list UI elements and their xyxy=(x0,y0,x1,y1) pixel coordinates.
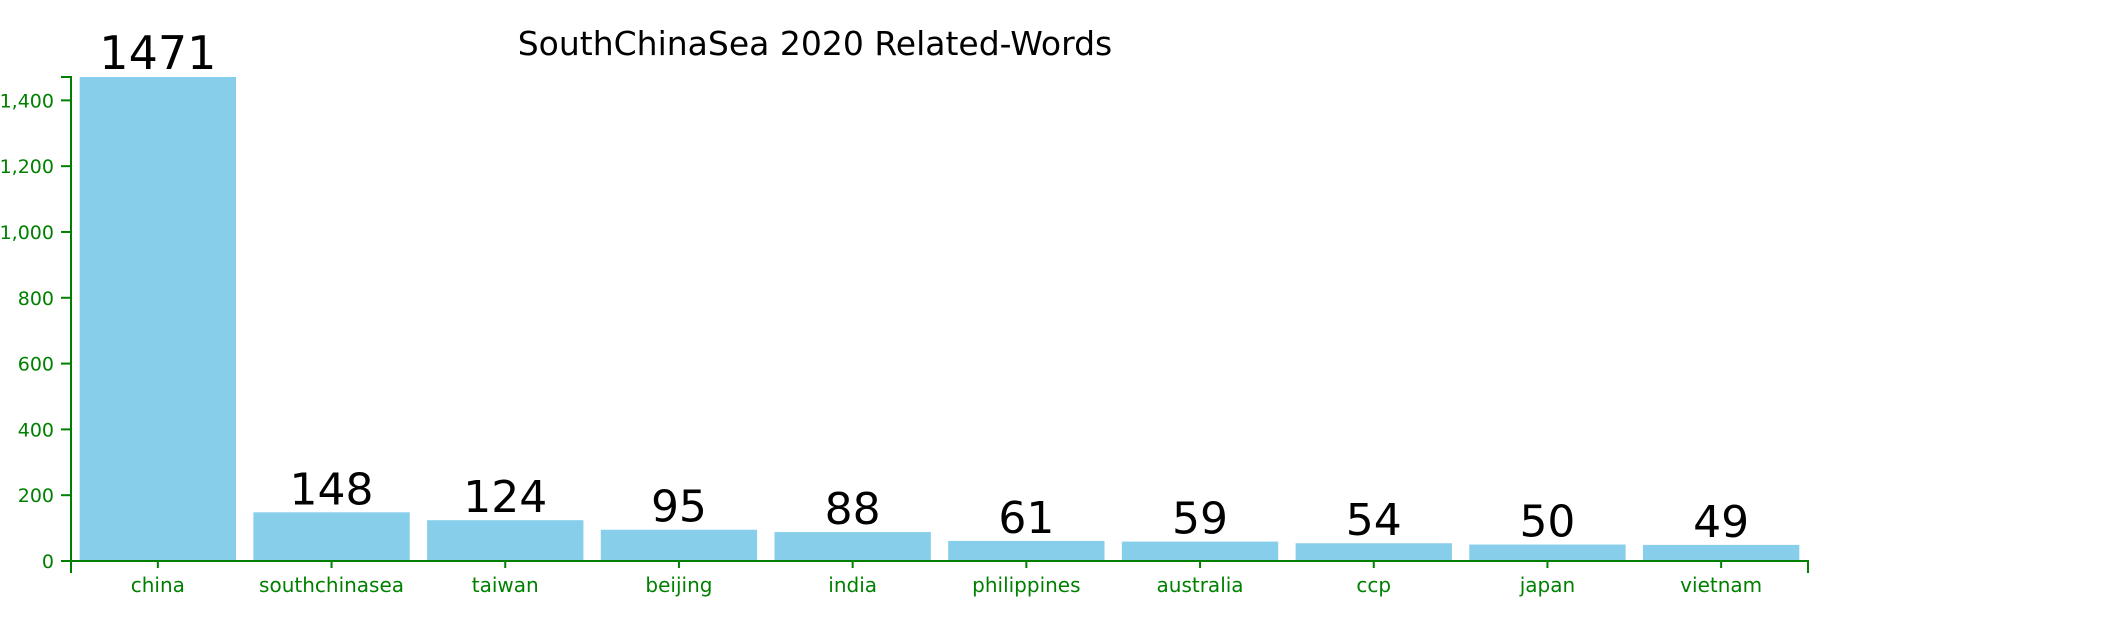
category-label: china xyxy=(131,573,185,597)
data-label: 1471 xyxy=(99,26,216,80)
category-label: vietnam xyxy=(1680,573,1762,597)
category-label: japan xyxy=(1519,573,1575,597)
chart-title: SouthChinaSea 2020 Related-Words xyxy=(518,24,1113,63)
bar-philippines xyxy=(948,540,1105,561)
data-label: 49 xyxy=(1693,497,1749,548)
category-label: southchinasea xyxy=(259,573,404,597)
data-label: 59 xyxy=(1172,494,1228,545)
y-tick-label: 400 xyxy=(18,419,54,441)
x-axis-line xyxy=(70,560,1809,573)
data-label: 50 xyxy=(1519,497,1575,548)
y-axis-line xyxy=(61,76,72,562)
y-tick-label: 1,000 xyxy=(0,222,54,244)
bar-china xyxy=(79,77,237,561)
data-label: 95 xyxy=(651,482,707,533)
y-tick-label: 1,400 xyxy=(0,90,54,112)
y-tick-label: 800 xyxy=(18,288,54,310)
category-label: taiwan xyxy=(472,573,539,597)
bar-southchinasea xyxy=(253,512,410,561)
data-label: 148 xyxy=(290,464,374,515)
bar-beijing xyxy=(600,529,758,561)
bar-japan xyxy=(1469,544,1626,561)
bar-australia xyxy=(1121,541,1279,561)
bar-vietnam xyxy=(1642,544,1800,561)
bars-layer: 1471 148 124 95 88 61 59 54 50 49 xyxy=(79,26,1800,561)
category-label: india xyxy=(828,573,877,597)
y-tick-label: 1,200 xyxy=(0,156,54,178)
data-label: 61 xyxy=(998,493,1054,544)
x-axis: china southchinasea taiwan beijing india phil… xyxy=(70,560,1809,597)
bar-taiwan xyxy=(427,520,584,561)
y-tick-label: 600 xyxy=(18,354,54,376)
category-label: australia xyxy=(1157,573,1244,597)
category-label: philippines xyxy=(972,573,1080,597)
bar-ccp xyxy=(1295,543,1452,561)
y-tick-label: 200 xyxy=(18,485,54,507)
data-label: 124 xyxy=(463,472,547,523)
category-label: beijing xyxy=(645,573,712,597)
category-label: ccp xyxy=(1356,573,1391,597)
data-label: 54 xyxy=(1346,495,1402,546)
data-label: 88 xyxy=(825,484,881,535)
y-tick-label: 0 xyxy=(42,551,54,573)
y-axis: 0 200 400 600 800 1,000 1,200 1,400 xyxy=(0,76,72,573)
bar-india xyxy=(774,532,931,561)
